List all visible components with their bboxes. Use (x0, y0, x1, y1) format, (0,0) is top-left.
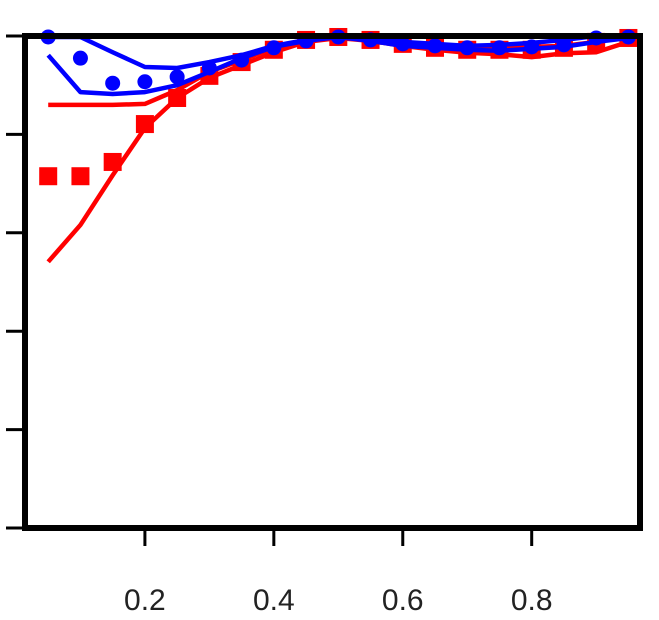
point (266, 40, 282, 56)
x-tick-label: 0.4 (253, 584, 295, 617)
series-line (46, 35, 630, 264)
point (135, 115, 154, 134)
point (201, 60, 217, 76)
point (459, 40, 475, 56)
point (71, 167, 90, 186)
plot-frame (22, 33, 643, 531)
point (395, 36, 411, 52)
point (105, 75, 121, 91)
x-tick-label: 0.6 (382, 584, 424, 617)
point (39, 167, 58, 186)
x-tick-label: 0.2 (124, 584, 166, 617)
point (137, 74, 153, 90)
point (168, 88, 187, 107)
x-tick-label: 0.8 (511, 584, 553, 617)
point (491, 40, 507, 56)
point (427, 38, 443, 54)
point (524, 39, 540, 55)
point (72, 50, 88, 66)
point (556, 37, 572, 53)
point (234, 52, 250, 68)
point (169, 69, 185, 85)
point (103, 152, 122, 171)
